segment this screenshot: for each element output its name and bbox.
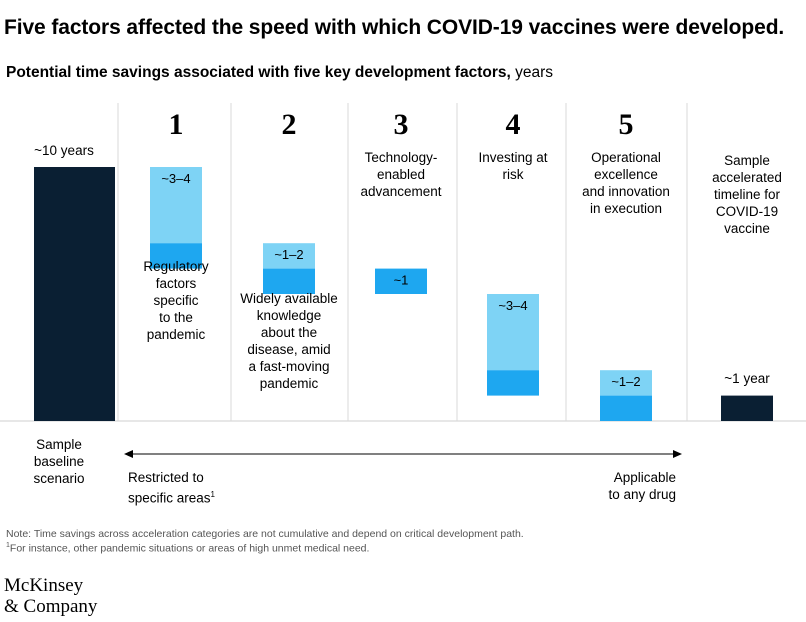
factor-4-number: 4 [483,108,543,142]
range-right-line-1: Applicable [613,470,676,485]
baseline-value-label: ~10 years [14,142,114,159]
range-left-label: Restricted to specific areas1 [128,469,268,507]
baseline-bar [34,167,115,421]
factor-4-range-light [487,294,539,371]
factor-3-number-line-1: 3 [393,108,409,141]
logo-line-2: & Company [4,596,98,617]
factor-1-range-dark [150,243,202,269]
factor-3-range-dark [375,268,427,294]
factor-5-category-label-line-4: in execution [589,201,663,216]
factor-2-category-label-line-6: pandemic [259,376,319,391]
factor-4-category-label-line-2: risk [502,167,524,182]
factor-2-category-label: Widely available knowledge about the diseas… [233,290,345,392]
factor-2-category-label-line-5: a fast-moving [248,359,330,374]
logo-line-1: McKinsey [4,575,84,596]
accelerated-category-label-line-5: vaccine [724,221,770,236]
chart-footnote: 1For instance, other pandemic situations… [6,542,369,555]
accelerated-value-label: ~1 year [697,370,797,387]
range-arrow-left-head [124,450,133,458]
factor-4-range-dark [487,370,539,396]
baseline-category-label-line-3: scenario [33,471,85,486]
factor-1-category-label-line-4: to the [159,310,193,325]
factor-4-category-label: Investing at risk [463,149,563,183]
factor-2-category-label-line-3: about the [260,325,318,340]
factor-2-range-dark [263,268,315,294]
factor-2-number-line-1: 2 [281,108,297,141]
factor-3-category-label: Technology-enabled advancement [351,149,451,200]
factor-1-category-label-line-3: specific [153,293,199,308]
factor-2-category-label-line-1: Widely available [240,291,338,306]
factor-5-value-label: ~1–2 [611,374,640,389]
factor-5-number: 5 [596,108,656,142]
accelerated-category-label: Sample accelerated timeline for COVID-19 vac… [697,152,797,237]
factor-5-range-dark [600,395,652,421]
factor-2-number: 2 [259,108,319,142]
chart-note: Note: Time savings across acceleration c… [6,528,524,540]
factor-1-value-label: ~3–4 [161,171,190,186]
accelerated-value-label-line-1: ~1 year [724,371,770,386]
range-right-line-2: to any drug [608,487,676,502]
factor-1-number: 1 [146,108,206,142]
accelerated-category-label-line-4: COVID-19 [715,204,779,219]
subtitle-unit: years [510,64,553,81]
baseline-value-label-line-1: ~10 years [34,143,94,158]
column-dividers [117,103,688,421]
factor-5-category-label: Operational excellence and innovation in ex… [571,149,681,217]
chart-title: Five factors affected the speed with whi… [4,16,785,39]
range-arrow [124,450,682,458]
range-left-line-2: specific areas1 [128,486,268,507]
subtitle-text: Potential time savings associated with f… [6,64,511,81]
chart-bars: ~3–4 ~1–2 ~1 ~3–4 ~1–2 [34,167,773,421]
factor-3-category-label-line-1: Technology- [364,150,438,165]
accelerated-category-label-line-2: accelerated [712,170,782,185]
range-left-footnote-mark: 1 [210,490,215,499]
factor-4-number-line-1: 4 [505,108,521,141]
factor-1-category-label-line-1: Regulatory [143,259,209,274]
range-left-line-1: Restricted to [128,470,204,485]
factor-1-number-line-1: 1 [168,108,184,141]
factor-3-category-label-line-2: enabled [376,167,426,182]
factor-3-category-label-line-3: advancement [360,184,442,199]
baseline-category-label: Sample baseline scenario [14,436,104,487]
footnote-text: For instance, other pandemic situations … [9,542,370,555]
factor-4-category-label-line-1: Investing at [478,150,548,165]
accelerated-category-label-line-3: timeline for [713,187,781,202]
factor-3-number: 3 [371,108,431,142]
accelerated-bar [721,395,773,421]
factor-5-category-label-line-2: excellence [594,167,658,182]
factor-1-category-label-line-2: factors [155,276,197,291]
factor-5-category-label-line-1: Operational [591,150,661,165]
baseline-category-label-line-1: Sample [36,437,82,452]
factor-1-category-label-line-5: pandemic [146,327,206,342]
factor-5-range-light [600,370,652,396]
range-left-line-2-text: specific areas [128,490,211,506]
chart-subtitle: Potential time savings associated with f… [6,64,553,82]
mckinsey-logo: McKinsey & Company [4,575,97,617]
factor-2-category-label-line-4: disease, amid [247,342,331,357]
footnote-mark: 1 [6,542,10,549]
baseline-category-label-line-2: baseline [33,454,85,469]
accelerated-category-label-line-1: Sample [724,153,770,168]
range-arrow-right-head [673,450,682,458]
factor-3-value-label: ~1 [394,273,409,288]
factor-2-category-label-line-2: knowledge [256,308,322,323]
factor-5-number-line-1: 5 [618,108,634,141]
factor-4-value-label: ~3–4 [498,298,527,313]
factor-5-category-label-line-3: and innovation [582,184,670,199]
factor-1-category-label: Regulatory factors specific to the pandemic [126,258,226,343]
factor-2-value-label: ~1–2 [274,247,303,262]
factor-2-range-light [263,243,315,269]
range-right-label: Applicable to any drug [560,469,676,503]
factor-1-range-light [150,167,202,244]
